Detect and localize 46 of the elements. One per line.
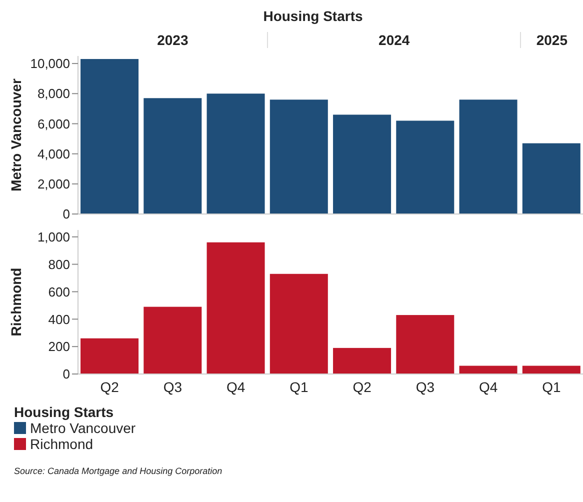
x-tick-label: Q2 (100, 378, 120, 395)
x-tick-label: Q3 (416, 378, 435, 395)
bar (396, 120, 454, 214)
bar (144, 306, 202, 374)
bar (522, 143, 580, 214)
source-note: Source: Canada Mortgage and Housing Corporation (14, 466, 224, 476)
text: 2025 (520, 32, 583, 48)
x-tick-label: Q1 (542, 378, 561, 395)
chart-title: Housing Starts (262, 8, 364, 24)
y-tick-label: 1,000 (37, 229, 70, 244)
bar (80, 338, 139, 374)
bar (459, 100, 518, 214)
x-tick-label: Q3 (163, 378, 182, 395)
y-axis-title: Richmond (8, 268, 24, 336)
y-tick-label: 8,000 (37, 86, 70, 102)
y-tick-label: 6,000 (37, 116, 70, 132)
bar (459, 366, 518, 374)
y-tick-label: 800 (48, 256, 70, 272)
bar (333, 114, 392, 214)
y-axis-title: Metro Vancouver (8, 78, 24, 192)
legend-title: Housing Starts (14, 404, 115, 420)
y-tick-label: 0 (62, 206, 70, 222)
bar (206, 94, 265, 214)
y-tick-label: 10,000 (30, 56, 70, 72)
x-tick-label: Q4 (478, 378, 498, 395)
bar (80, 59, 139, 214)
y-tick-label: 200 (48, 339, 70, 354)
x-tick-label: Q4 (226, 378, 246, 395)
bar (522, 366, 580, 374)
y-tick-label: 2,000 (37, 176, 70, 192)
bar (270, 100, 328, 214)
x-tick-label: Q2 (352, 378, 372, 395)
x-tick-label: Q1 (290, 378, 308, 395)
bar (270, 274, 328, 374)
y-tick-label: 0 (62, 366, 70, 382)
bar (206, 242, 265, 374)
bar (333, 348, 392, 374)
y-tick-label: 400 (48, 312, 70, 327)
text: 2024 (267, 32, 520, 48)
text: 2023 (156, 32, 190, 48)
bar (396, 315, 454, 374)
legend-label: Richmond (30, 436, 94, 452)
legend-label: Metro Vancouver (30, 420, 136, 436)
y-tick-label: 4,000 (37, 146, 70, 162)
bar (144, 98, 202, 214)
y-tick-label: 600 (48, 284, 70, 300)
